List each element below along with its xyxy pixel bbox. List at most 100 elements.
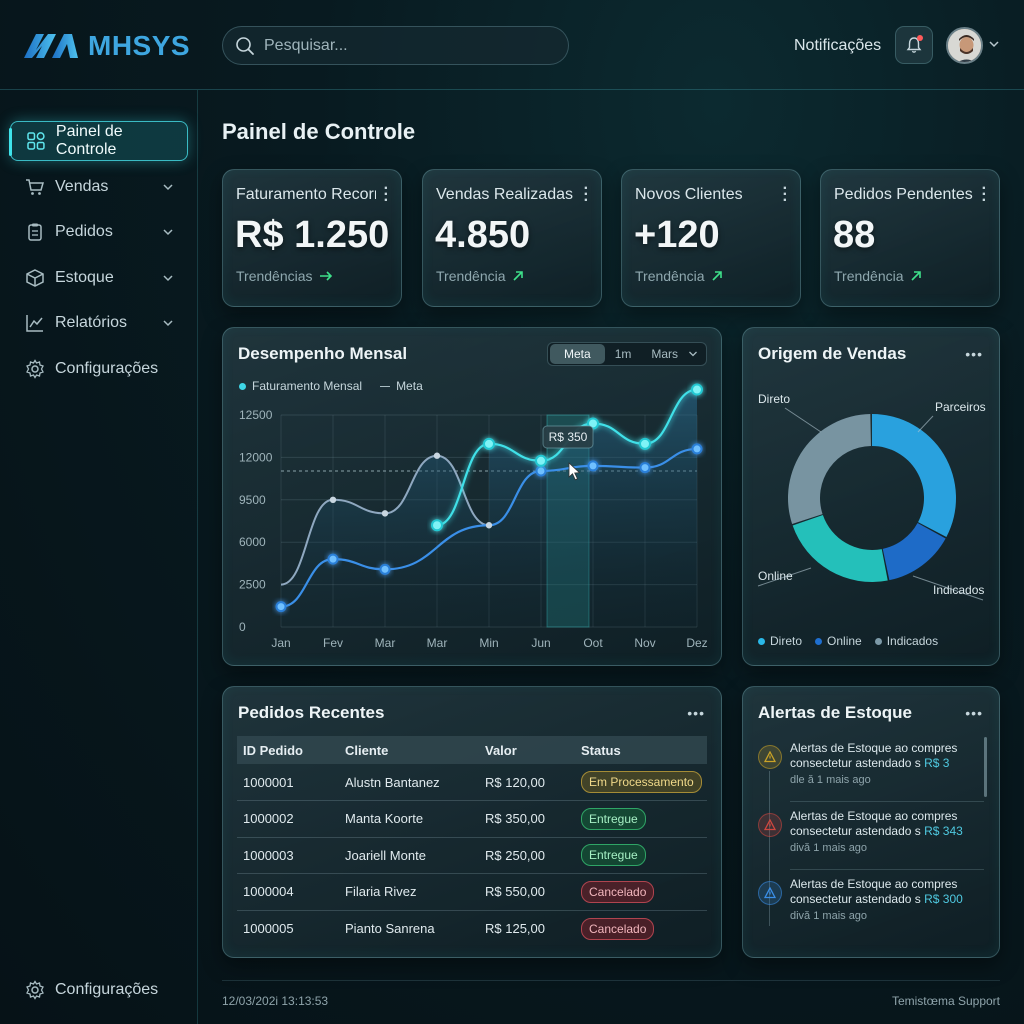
kpi-trend: Trendência — [834, 268, 922, 284]
chevron-down-icon[interactable] — [988, 38, 1000, 50]
table-row[interactable]: 1000003 Joariell Monte R$ 250,00 Entregue — [237, 837, 707, 874]
x-tick-label: Mar — [427, 636, 448, 650]
kpi-card-vendas[interactable]: Vendas Realizadas · · · 4.850 Trendência — [422, 169, 602, 307]
legend-dot-direto — [758, 637, 765, 645]
brand-name: MHSYS — [88, 30, 191, 61]
x-tick-label: Oot — [583, 636, 603, 650]
segment-1m[interactable]: 1m — [614, 347, 632, 361]
data-point — [691, 443, 703, 455]
performance-line-chart[interactable]: 12500 12000 9500 6000 2500 0 Jan Fev Mar Mar Min Ju… — [223, 328, 723, 667]
table-row[interactable]: 1000004 Filaria Rivez R$ 550,00 Cancelado — [237, 873, 707, 911]
more-horizontal-icon[interactable]: ••• — [965, 346, 983, 362]
more-horizontal-icon[interactable]: ••• — [687, 705, 705, 721]
donut-slice-direto — [788, 414, 871, 524]
chevron-down-icon[interactable] — [162, 226, 174, 238]
x-tick-label: Jun — [531, 636, 550, 650]
chevron-down-icon[interactable] — [162, 181, 174, 193]
table-header-row: ID Pedido Cliente Valor Status — [237, 736, 707, 764]
sidebar-item-configuracoes[interactable]: Configurações — [10, 349, 188, 389]
client-cell: Manta Koorte — [339, 800, 479, 838]
table-row[interactable]: 1000002 Manta Koorte R$ 350,00 Entregue — [237, 800, 707, 838]
chart-icon — [26, 315, 43, 332]
kpi-trend-label: Trendências — [236, 268, 313, 284]
footer-timestamp: 12/03/202i 13:13:53 — [222, 994, 329, 1008]
cart-icon — [26, 179, 44, 195]
orders-table: ID Pedido Cliente Valor Status 1000001 Al… — [237, 736, 707, 947]
sidebar-item-vendas[interactable]: Vendas — [10, 167, 188, 207]
donut-leader-line — [757, 567, 812, 587]
chart-legend: Faturamento Mensal Meta — [239, 379, 423, 393]
table-row[interactable]: 1000005 Pianto Sanrena R$ 125,00 Cancelado — [237, 910, 707, 947]
alert-divider — [790, 869, 984, 870]
order-id-cell: 1000002 — [237, 800, 339, 838]
chevron-down-icon[interactable] — [162, 317, 174, 329]
alert-text: Alertas de Estoque ao compres consectetu… — [790, 741, 980, 771]
data-point — [433, 452, 441, 459]
kpi-card-pedidos[interactable]: Pedidos Pendentes · · · 88 Trendência — [820, 169, 1000, 307]
sidebar-item-label: Vendas — [55, 178, 109, 195]
legend-label: Direto — [770, 634, 803, 648]
more-vertical-icon[interactable]: · · · — [383, 180, 389, 209]
sidebar-item-label: Estoque — [55, 269, 114, 286]
user-avatar[interactable] — [946, 27, 983, 64]
kpi-card-faturamento[interactable]: Faturamento Recorrente ··· R$ 1.250 Tren… — [222, 169, 402, 307]
alerts-scrollbar[interactable] — [984, 737, 987, 797]
alerts-card: Alertas de Estoque ••• Alertas de Estoqu… — [742, 686, 1000, 958]
status-badge: Entregue — [581, 807, 646, 830]
data-point — [275, 601, 287, 613]
arrow-up-right-icon — [910, 271, 921, 281]
kpi-trend-label: Trendência — [635, 268, 705, 284]
data-point — [639, 462, 651, 474]
status-cell: Entregue — [575, 837, 707, 874]
data-point — [381, 510, 389, 517]
performance-title: Desempenho Mensal — [238, 344, 408, 363]
chevron-down-icon[interactable] — [162, 272, 174, 284]
status-badge: Cancelado — [581, 880, 655, 903]
support-link[interactable]: Temistœma Support — [891, 994, 1000, 1008]
notifications-button[interactable] — [895, 26, 933, 64]
origin-donut-chart[interactable]: Direto Parceiros Online Indicados — [743, 328, 1001, 667]
sidebar-footer-settings[interactable]: Configurações — [25, 980, 158, 1000]
sidebar-item-painel[interactable]: Painel de Controle — [9, 121, 188, 161]
search-input[interactable] — [264, 36, 544, 55]
x-tick-label: Nov — [634, 636, 655, 650]
table-row[interactable]: 1000001 Alustn Bantanez R$ 120,00 Em Proces… — [237, 764, 707, 801]
column-header[interactable]: Valor — [479, 736, 575, 764]
alert-message: Alertas de Estoque ao compres consectetu… — [790, 809, 958, 838]
performance-card: Desempenho Mensal Meta 1m Mars Faturamen… — [222, 327, 722, 666]
column-header[interactable]: ID Pedido — [237, 736, 339, 764]
donut-leader-line — [912, 575, 984, 601]
sidebar-item-relatorios[interactable]: Relatórios — [10, 303, 188, 343]
period-selector[interactable]: Meta 1m Mars — [547, 342, 707, 366]
search-bar[interactable] — [222, 26, 569, 65]
sidebar-item-pedidos[interactable]: Pedidos — [10, 212, 188, 252]
donut-label: Indicados — [933, 583, 984, 597]
more-vertical-icon[interactable]: · · · — [981, 180, 987, 209]
column-header[interactable]: Cliente — [339, 736, 479, 764]
chevron-down-icon[interactable] — [688, 349, 698, 359]
legend-dot-online — [815, 637, 823, 645]
search-icon — [236, 36, 254, 55]
value-cell: R$ 250,00 — [479, 837, 575, 874]
kpi-card-clientes[interactable]: Novos Clientes · · · +120 Trendência — [621, 169, 801, 307]
sidebar-item-estoque[interactable]: Estoque — [10, 258, 188, 298]
brand-logo[interactable]: MHSYS — [22, 30, 190, 62]
more-vertical-icon[interactable]: · · · — [782, 180, 788, 209]
logo-mark-icon — [24, 34, 78, 58]
alert-text: Alertas de Estoque ao compres consectetu… — [790, 877, 980, 907]
more-vertical-icon[interactable]: · · · — [583, 180, 589, 209]
timeline-line — [769, 771, 770, 926]
donut-slice-indicados — [882, 523, 946, 581]
origin-card: Origem de Vendas ••• Direto Parceiros Onli… — [742, 327, 1000, 666]
alerts-title: Alertas de Estoque — [758, 703, 912, 722]
more-horizontal-icon[interactable]: ••• — [965, 705, 983, 721]
segment-meta[interactable]: Meta — [550, 344, 605, 364]
notifications-label[interactable]: Notificações — [794, 37, 882, 54]
kpi-value: +120 — [634, 214, 720, 256]
column-header[interactable]: Status — [575, 736, 707, 764]
data-point — [431, 519, 443, 532]
pointer-cursor-icon — [568, 462, 581, 481]
segment-mars[interactable]: Mars — [651, 347, 679, 361]
x-tick-label: Fev — [323, 636, 343, 650]
status-cell: Em Processamento — [575, 764, 707, 801]
